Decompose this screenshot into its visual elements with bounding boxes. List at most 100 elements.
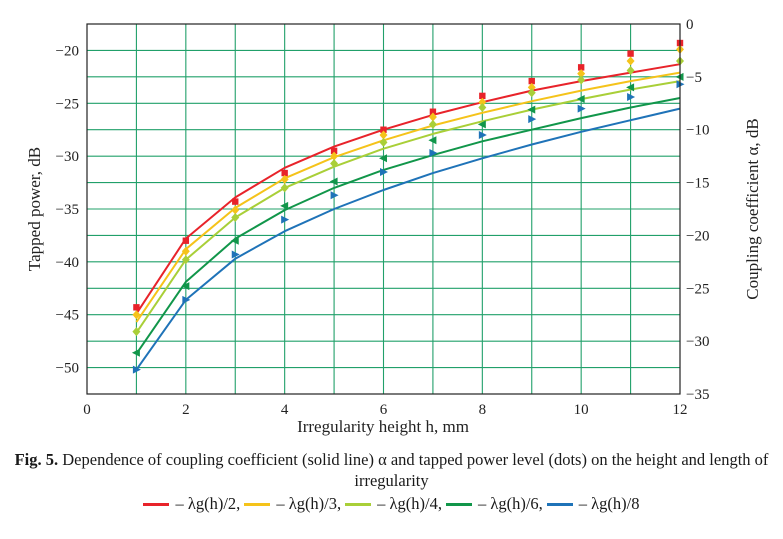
x-tick-label: 4	[281, 402, 289, 418]
y-right-tick-label: −10	[686, 123, 709, 139]
series-line	[135, 63, 681, 315]
series-dot	[528, 115, 537, 124]
series-line	[135, 80, 681, 334]
legend-swatch	[244, 502, 271, 506]
series-dot	[429, 108, 437, 115]
series-dot	[330, 191, 339, 200]
series-dot	[478, 103, 487, 113]
series-dot	[131, 348, 140, 357]
y-left-tick-labels: −20 −25 −30 −35 −40 −45 −50	[56, 43, 79, 376]
series-dot	[527, 88, 536, 98]
legend-swatch	[143, 502, 170, 506]
series-dot	[380, 168, 388, 176]
y-left-tick-label: −20	[56, 43, 79, 59]
plot-frame	[86, 23, 681, 395]
series-dot	[280, 201, 289, 210]
series-dot	[577, 104, 586, 113]
series-dot	[627, 50, 634, 57]
series-dot	[231, 250, 240, 259]
x-tick-label: 12	[673, 402, 688, 418]
y-left-tick-label: −50	[56, 361, 79, 377]
legend-item: – λg(h)/2,	[143, 494, 240, 514]
y-left-axis-title: Tapped power, dB	[25, 147, 44, 271]
series-dot	[379, 130, 388, 140]
series-dot	[330, 151, 339, 161]
y-right-tick-label: −25	[686, 281, 709, 297]
series-dot	[479, 92, 486, 100]
figure-caption-text: Dependence of coupling coefficient (soli…	[58, 450, 769, 490]
legend: – λg(h)/2, – λg(h)/3, – λg(h)/4, – λg(h)/6,…	[0, 494, 783, 514]
series-dot	[627, 92, 636, 101]
y-right-tick-label: −15	[686, 176, 709, 192]
series-lines	[135, 63, 681, 371]
x-tick-label: 10	[574, 402, 589, 418]
series-dot	[182, 295, 191, 304]
series-dot	[380, 126, 387, 133]
series-dot	[576, 95, 585, 104]
series-dot	[330, 159, 339, 169]
series-dot	[280, 183, 289, 193]
series-dot	[132, 365, 141, 374]
series-dot	[478, 97, 487, 107]
series-dot	[577, 75, 586, 85]
x-tick-labels: 0 2 4 6 8 10 12	[83, 402, 687, 418]
y-right-tick-label: −35	[686, 387, 709, 403]
series-dot	[528, 77, 535, 85]
legend-swatch	[546, 502, 573, 506]
series-dot	[181, 246, 190, 256]
series-dot	[428, 119, 437, 129]
chart: 0 2 4 6 8 10 12 −20 −25 −30 −35 −40 −45 −50 0 −5 −10 −1…	[25, 17, 762, 436]
series-dot	[478, 131, 487, 139]
y-right-axis-title: Coupling coefficient α, dB	[743, 118, 762, 299]
series-dot	[577, 69, 586, 79]
y-right-tick-labels: 0 −5 −10 −15 −20 −25 −30 −35	[686, 17, 709, 403]
x-tick-label: 2	[182, 402, 190, 418]
series-dot	[379, 154, 387, 163]
y-left-tick-label: −45	[56, 308, 79, 324]
series-dot	[281, 215, 290, 224]
y-right-tick-label: 0	[686, 17, 694, 33]
legend-item: – λg(h)/3,	[244, 494, 341, 514]
x-tick-label: 6	[380, 402, 388, 418]
x-axis-title: Irregularity height h, mm	[297, 417, 469, 436]
figure-caption: Fig. 5. Dependence of coupling coefficie…	[0, 449, 783, 491]
x-tick-label: 8	[479, 402, 487, 418]
series-dot	[132, 327, 141, 337]
legend-label: – λg(h)/4,	[377, 494, 442, 513]
legend-item: – λg(h)/6,	[445, 494, 543, 514]
series-dot	[428, 136, 437, 145]
series-dot	[230, 236, 239, 245]
y-right-tick-label: −30	[686, 334, 709, 350]
series-dot	[181, 255, 190, 265]
y-left-tick-label: −40	[56, 255, 79, 271]
y-right-tick-label: −20	[686, 228, 709, 244]
series-dot	[182, 237, 190, 244]
legend-item: – λg(h)/8	[546, 494, 640, 514]
series-line	[135, 71, 681, 323]
series-line	[135, 97, 681, 355]
series-dot	[132, 310, 141, 320]
series-dot	[429, 148, 438, 157]
series-dot	[231, 205, 240, 215]
legend-item: – λg(h)/4,	[345, 494, 442, 514]
series-line	[135, 107, 681, 371]
series-dot	[232, 198, 239, 205]
y-right-tick-label: −5	[686, 70, 702, 86]
y-left-tick-label: −30	[56, 149, 79, 165]
series-dot	[626, 83, 635, 92]
y-left-tick-label: −25	[56, 96, 79, 112]
legend-swatch	[345, 502, 372, 506]
legend-label: – λg(h)/2,	[175, 494, 241, 513]
series-dot	[281, 169, 288, 177]
series-dot	[527, 105, 536, 114]
series-dot	[477, 120, 486, 129]
series-dot	[379, 137, 388, 147]
series-dot	[527, 82, 536, 92]
series-dot	[231, 212, 240, 222]
series-dot	[329, 177, 338, 186]
legend-label: – λg(h)/3,	[276, 494, 342, 513]
series-dot	[626, 66, 635, 76]
y-left-tick-label: −35	[56, 202, 79, 218]
series-dot	[330, 147, 338, 155]
series-dot	[428, 112, 437, 122]
